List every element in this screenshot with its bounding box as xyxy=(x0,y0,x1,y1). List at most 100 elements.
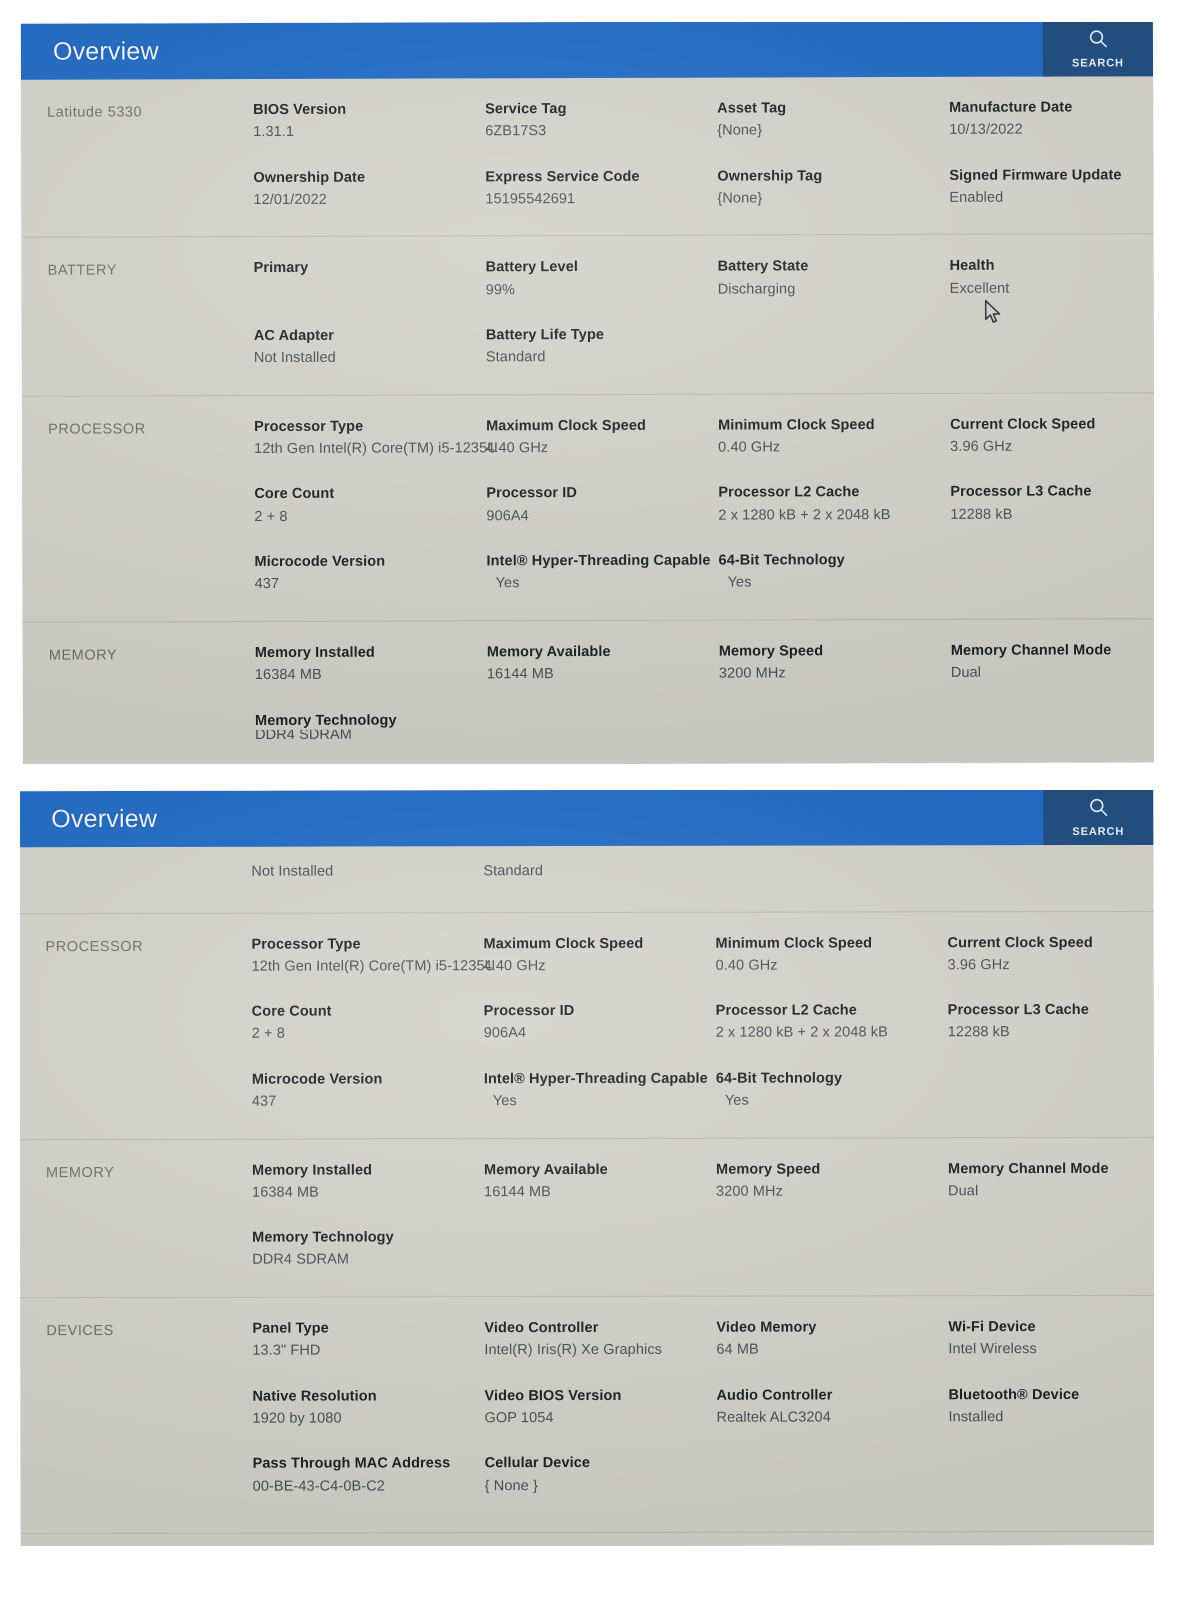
field-label: Native Resolution xyxy=(252,1388,377,1405)
field-label: Intel® Hyper-Threading Capable xyxy=(483,1070,708,1088)
field-memory-installed: Memory Installed 16384 MB xyxy=(255,643,487,685)
field-label: Memory Available xyxy=(483,1161,608,1178)
field-value: Realtek ALC3204 xyxy=(716,1409,831,1426)
field-label: Microcode Version xyxy=(254,553,386,571)
field-ownership-tag: Ownership Tag {None} xyxy=(717,167,949,209)
title-bar-top: Overview SEARCH xyxy=(20,20,1154,80)
field-memory-technology: Memory Technology DDR4 SDRAM xyxy=(255,711,487,741)
field-label: Processor L3 Cache xyxy=(947,1002,1089,1019)
field-value: 6ZB17S3 xyxy=(485,123,547,140)
field-label: Microcode Version xyxy=(251,1071,383,1088)
field-value: 1.31.1 xyxy=(253,124,295,141)
field-value: 3200 MHz xyxy=(718,665,786,682)
field-value: DDR4 SDRAM xyxy=(252,1251,350,1269)
field-value: 16144 MB xyxy=(486,666,554,683)
field-processor-type: Processor Type 12th Gen Intel(R) Core(TM… xyxy=(254,417,498,459)
field-label: Memory Installed xyxy=(251,1162,373,1179)
section-label-battery: BATTERY xyxy=(47,262,118,280)
field-value: 437 xyxy=(254,576,280,593)
field-value: Intel Wireless xyxy=(948,1341,1037,1358)
field-battery-life-type: Battery Life Type Standard xyxy=(486,326,718,368)
field-label: Battery Level xyxy=(485,259,579,276)
field-signed-firmware-update: Signed Firmware Update Enabled xyxy=(949,166,1155,208)
field-label: Intel® Hyper-Threading Capable xyxy=(486,552,711,570)
field-label: Primary xyxy=(253,260,309,277)
field-battery-state: Battery State Discharging xyxy=(718,257,950,299)
field-memory-available: Memory Available 16144 MB xyxy=(487,642,719,684)
field-value: Installed xyxy=(948,1408,1004,1426)
page-title: Overview xyxy=(52,36,159,66)
search-button[interactable]: SEARCH xyxy=(1043,788,1154,846)
table-row: Processor Type 12th Gen Intel(R) Core(TM… xyxy=(252,933,1155,977)
field-hyper-threading-capable: Intel® Hyper-Threading Capable Yes xyxy=(484,1070,716,1112)
field-memory-channel-mode: Memory Channel Mode Dual xyxy=(951,641,1155,683)
section-label-memory: MEMORY xyxy=(45,1164,115,1181)
field-label: Memory Channel Mode xyxy=(947,1160,1109,1177)
field-value: 15195542691 xyxy=(485,190,576,208)
field-express-service-code: Express Service Code 15195542691 xyxy=(485,167,717,209)
field-label: Pass Through MAC Address xyxy=(252,1455,451,1473)
field-label: Current Clock Speed xyxy=(950,416,1096,433)
table-row: Core Count 2 + 8 Processor ID 906A4 Proc… xyxy=(252,1001,1155,1045)
photo-edge-right xyxy=(1154,0,1201,1600)
field-label: Processor L3 Cache xyxy=(950,483,1092,501)
field-label: Video Memory xyxy=(716,1319,817,1336)
field-value: Yes xyxy=(492,1093,517,1110)
field-value: Standard xyxy=(483,863,544,880)
field-minimum-clock-speed: Minimum Clock Speed 0.40 GHz xyxy=(716,934,948,976)
partial-battery-row: Not Installed Standard xyxy=(19,845,1153,887)
field-value: Intel(R) Iris(R) Xe Graphics xyxy=(484,1341,663,1359)
search-label: SEARCH xyxy=(1072,825,1125,838)
overview-content-bottom: Not Installed Standard PROCESSOR Process… xyxy=(19,844,1155,1548)
table-row: Memory Technology DDR4 SDRAM xyxy=(252,1227,1155,1271)
field-label: Processor Type xyxy=(254,418,364,435)
section-memory: MEMORY Memory Installed 16384 MB Memory … xyxy=(19,1136,1155,1298)
section-processor: PROCESSOR Processor Type 12th Gen Intel(… xyxy=(19,910,1155,1139)
field-value: Yes xyxy=(727,574,752,591)
field-value xyxy=(254,281,476,282)
search-button[interactable]: SEARCH xyxy=(1042,20,1154,77)
field-value: 10/13/2022 xyxy=(949,121,1023,138)
field-core-count: Core Count 2 + 8 xyxy=(252,1002,484,1044)
field-label: Memory Speed xyxy=(718,643,824,660)
field-label: Express Service Code xyxy=(485,168,640,186)
field-label: AC Adapter xyxy=(253,327,335,345)
table-row: BIOS Version 1.31.1 Service Tag 6ZB17S3 … xyxy=(253,98,1155,143)
field-label: Health xyxy=(949,258,995,275)
field-video-memory: Video Memory 64 MB xyxy=(716,1318,948,1360)
field-battery-life-type-partial: Standard xyxy=(483,858,715,882)
field-value: Not Installed xyxy=(251,863,334,880)
search-label: SEARCH xyxy=(1072,57,1124,70)
field-label: Signed Firmware Update xyxy=(949,167,1122,184)
field-value: 16384 MB xyxy=(254,666,322,683)
table-row: Processor Type 12th Gen Intel(R) Core(TM… xyxy=(254,415,1155,460)
photo-edge-bottom xyxy=(0,1546,1201,1600)
field-label: Wi-Fi Device xyxy=(948,1319,1036,1336)
field-bios-version: BIOS Version 1.31.1 xyxy=(253,100,485,142)
table-row: Panel Type 13.3" FHD Video Controller In… xyxy=(252,1318,1154,1362)
table-row: Pass Through MAC Address 00-BE-43-C4-0B-… xyxy=(253,1453,1155,1497)
field-label: Bluetooth® Device xyxy=(948,1386,1080,1403)
field-label: Memory Installed xyxy=(254,644,375,661)
field-value: 12th Gen Intel(R) Core(TM) i5-1235U xyxy=(254,440,498,457)
field-memory-channel-mode: Memory Channel Mode Dual xyxy=(948,1159,1155,1201)
section-label-system: Latitude 5330 xyxy=(47,104,143,121)
field-label: Ownership Date xyxy=(253,169,366,186)
table-row: Primary Battery Level 99% Battery State … xyxy=(254,257,1156,302)
field-value: 4.40 GHz xyxy=(486,440,549,457)
field-label: Panel Type xyxy=(252,1320,329,1337)
section-label-memory: MEMORY xyxy=(48,647,118,664)
field-value: GOP 1054 xyxy=(484,1409,554,1427)
table-row: Core Count 2 + 8 Processor ID 906A4 Proc… xyxy=(254,483,1155,528)
field-label: Minimum Clock Speed xyxy=(715,934,873,952)
field-label: BIOS Version xyxy=(253,101,347,119)
field-primary: Primary xyxy=(254,259,486,301)
search-icon xyxy=(1087,796,1109,823)
field-value: {None} xyxy=(717,190,763,207)
field-value: { None } xyxy=(484,1477,538,1494)
field-value: Not Installed xyxy=(253,349,336,367)
field-value: 906A4 xyxy=(486,507,529,524)
field-label: Processor ID xyxy=(486,485,578,502)
photo-edge-middle xyxy=(0,764,1201,790)
